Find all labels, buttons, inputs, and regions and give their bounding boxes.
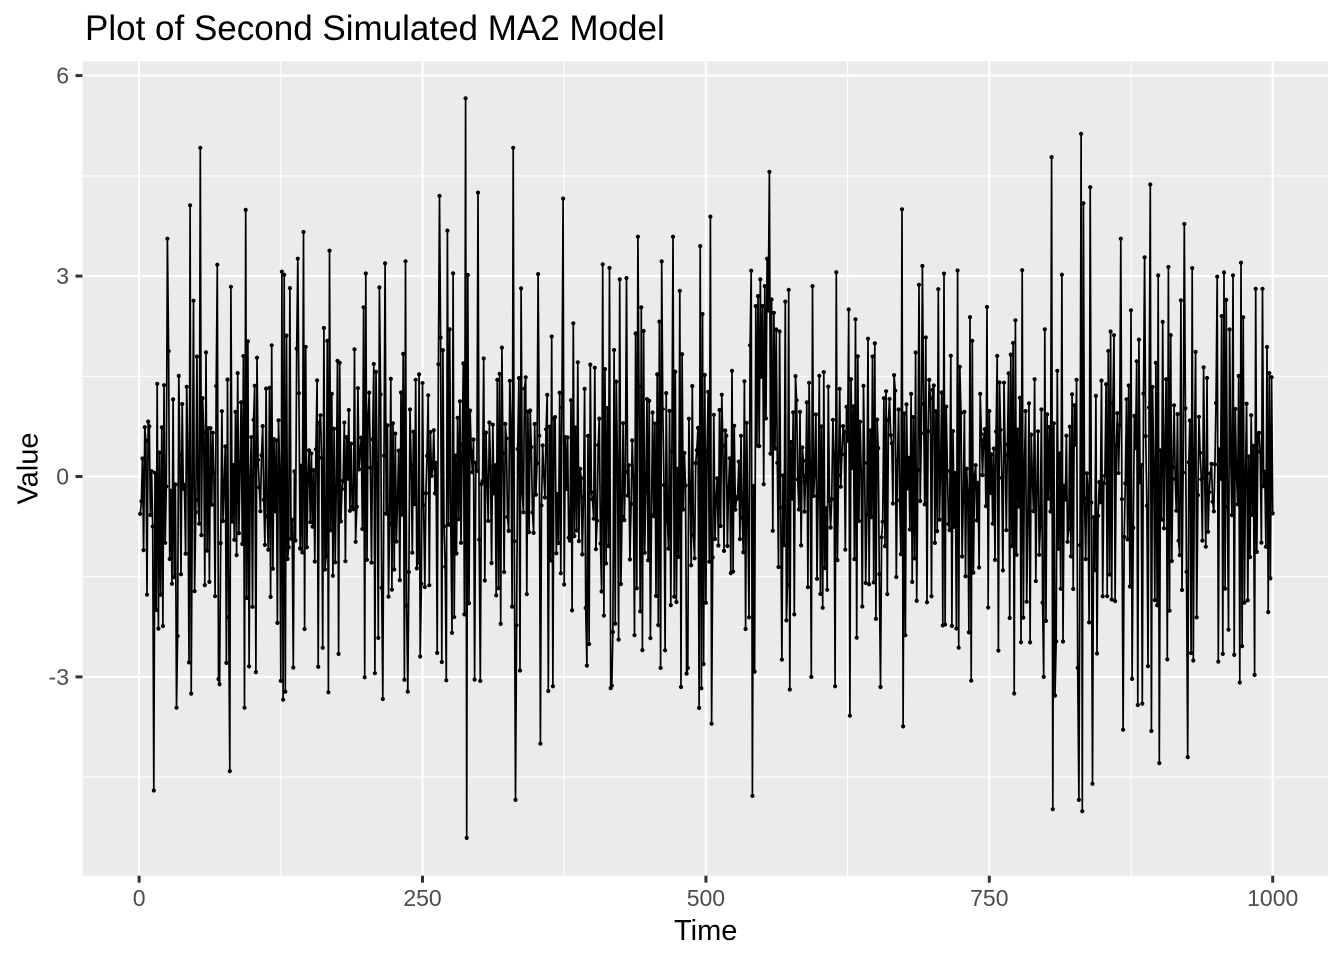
svg-text:3: 3 xyxy=(56,263,69,289)
svg-text:0: 0 xyxy=(133,885,146,911)
svg-text:-3: -3 xyxy=(49,664,69,690)
svg-text:Value: Value xyxy=(13,432,45,504)
svg-text:1000: 1000 xyxy=(1247,885,1298,911)
svg-text:500: 500 xyxy=(687,885,725,911)
svg-text:250: 250 xyxy=(403,885,441,911)
svg-text:0: 0 xyxy=(56,464,69,490)
svg-text:Time: Time xyxy=(674,915,737,947)
svg-text:750: 750 xyxy=(970,885,1008,911)
svg-text:6: 6 xyxy=(56,63,69,89)
svg-text:Plot of Second Simulated MA2 M: Plot of Second Simulated MA2 Model xyxy=(85,9,665,48)
